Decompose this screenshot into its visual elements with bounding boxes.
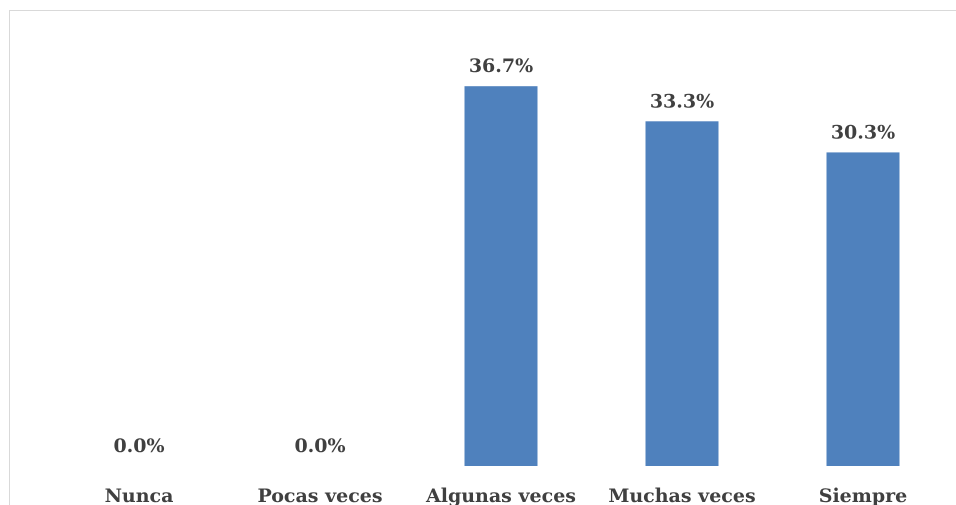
data-label-pocas-veces: 0.0% <box>294 435 345 457</box>
category-label-nunca: Nunca <box>105 485 174 505</box>
bar-muchas-veces <box>645 121 719 467</box>
data-label-muchas-veces: 33.3% <box>650 90 714 112</box>
data-label-algunas-veces: 36.7% <box>469 55 533 77</box>
data-labels-group: 0.0% 0.0% 36.7% 33.3% 30.3% <box>113 55 895 457</box>
bar-siempre <box>826 152 900 466</box>
data-label-nunca: 0.0% <box>113 435 164 457</box>
category-label-algunas-veces: Algunas veces <box>425 485 576 505</box>
chart-area <box>9 10 956 505</box>
category-label-pocas-veces: Pocas veces <box>257 485 382 505</box>
data-label-siempre: 30.3% <box>831 121 895 143</box>
bar-algunas-veces <box>464 86 538 466</box>
category-labels-group: Nunca Pocas veces Algunas veces Muchas vece… <box>105 485 908 505</box>
bars-group <box>464 86 900 467</box>
category-label-muchas-veces: Muchas veces <box>608 485 755 505</box>
category-label-siempre: Siempre <box>819 485 908 505</box>
